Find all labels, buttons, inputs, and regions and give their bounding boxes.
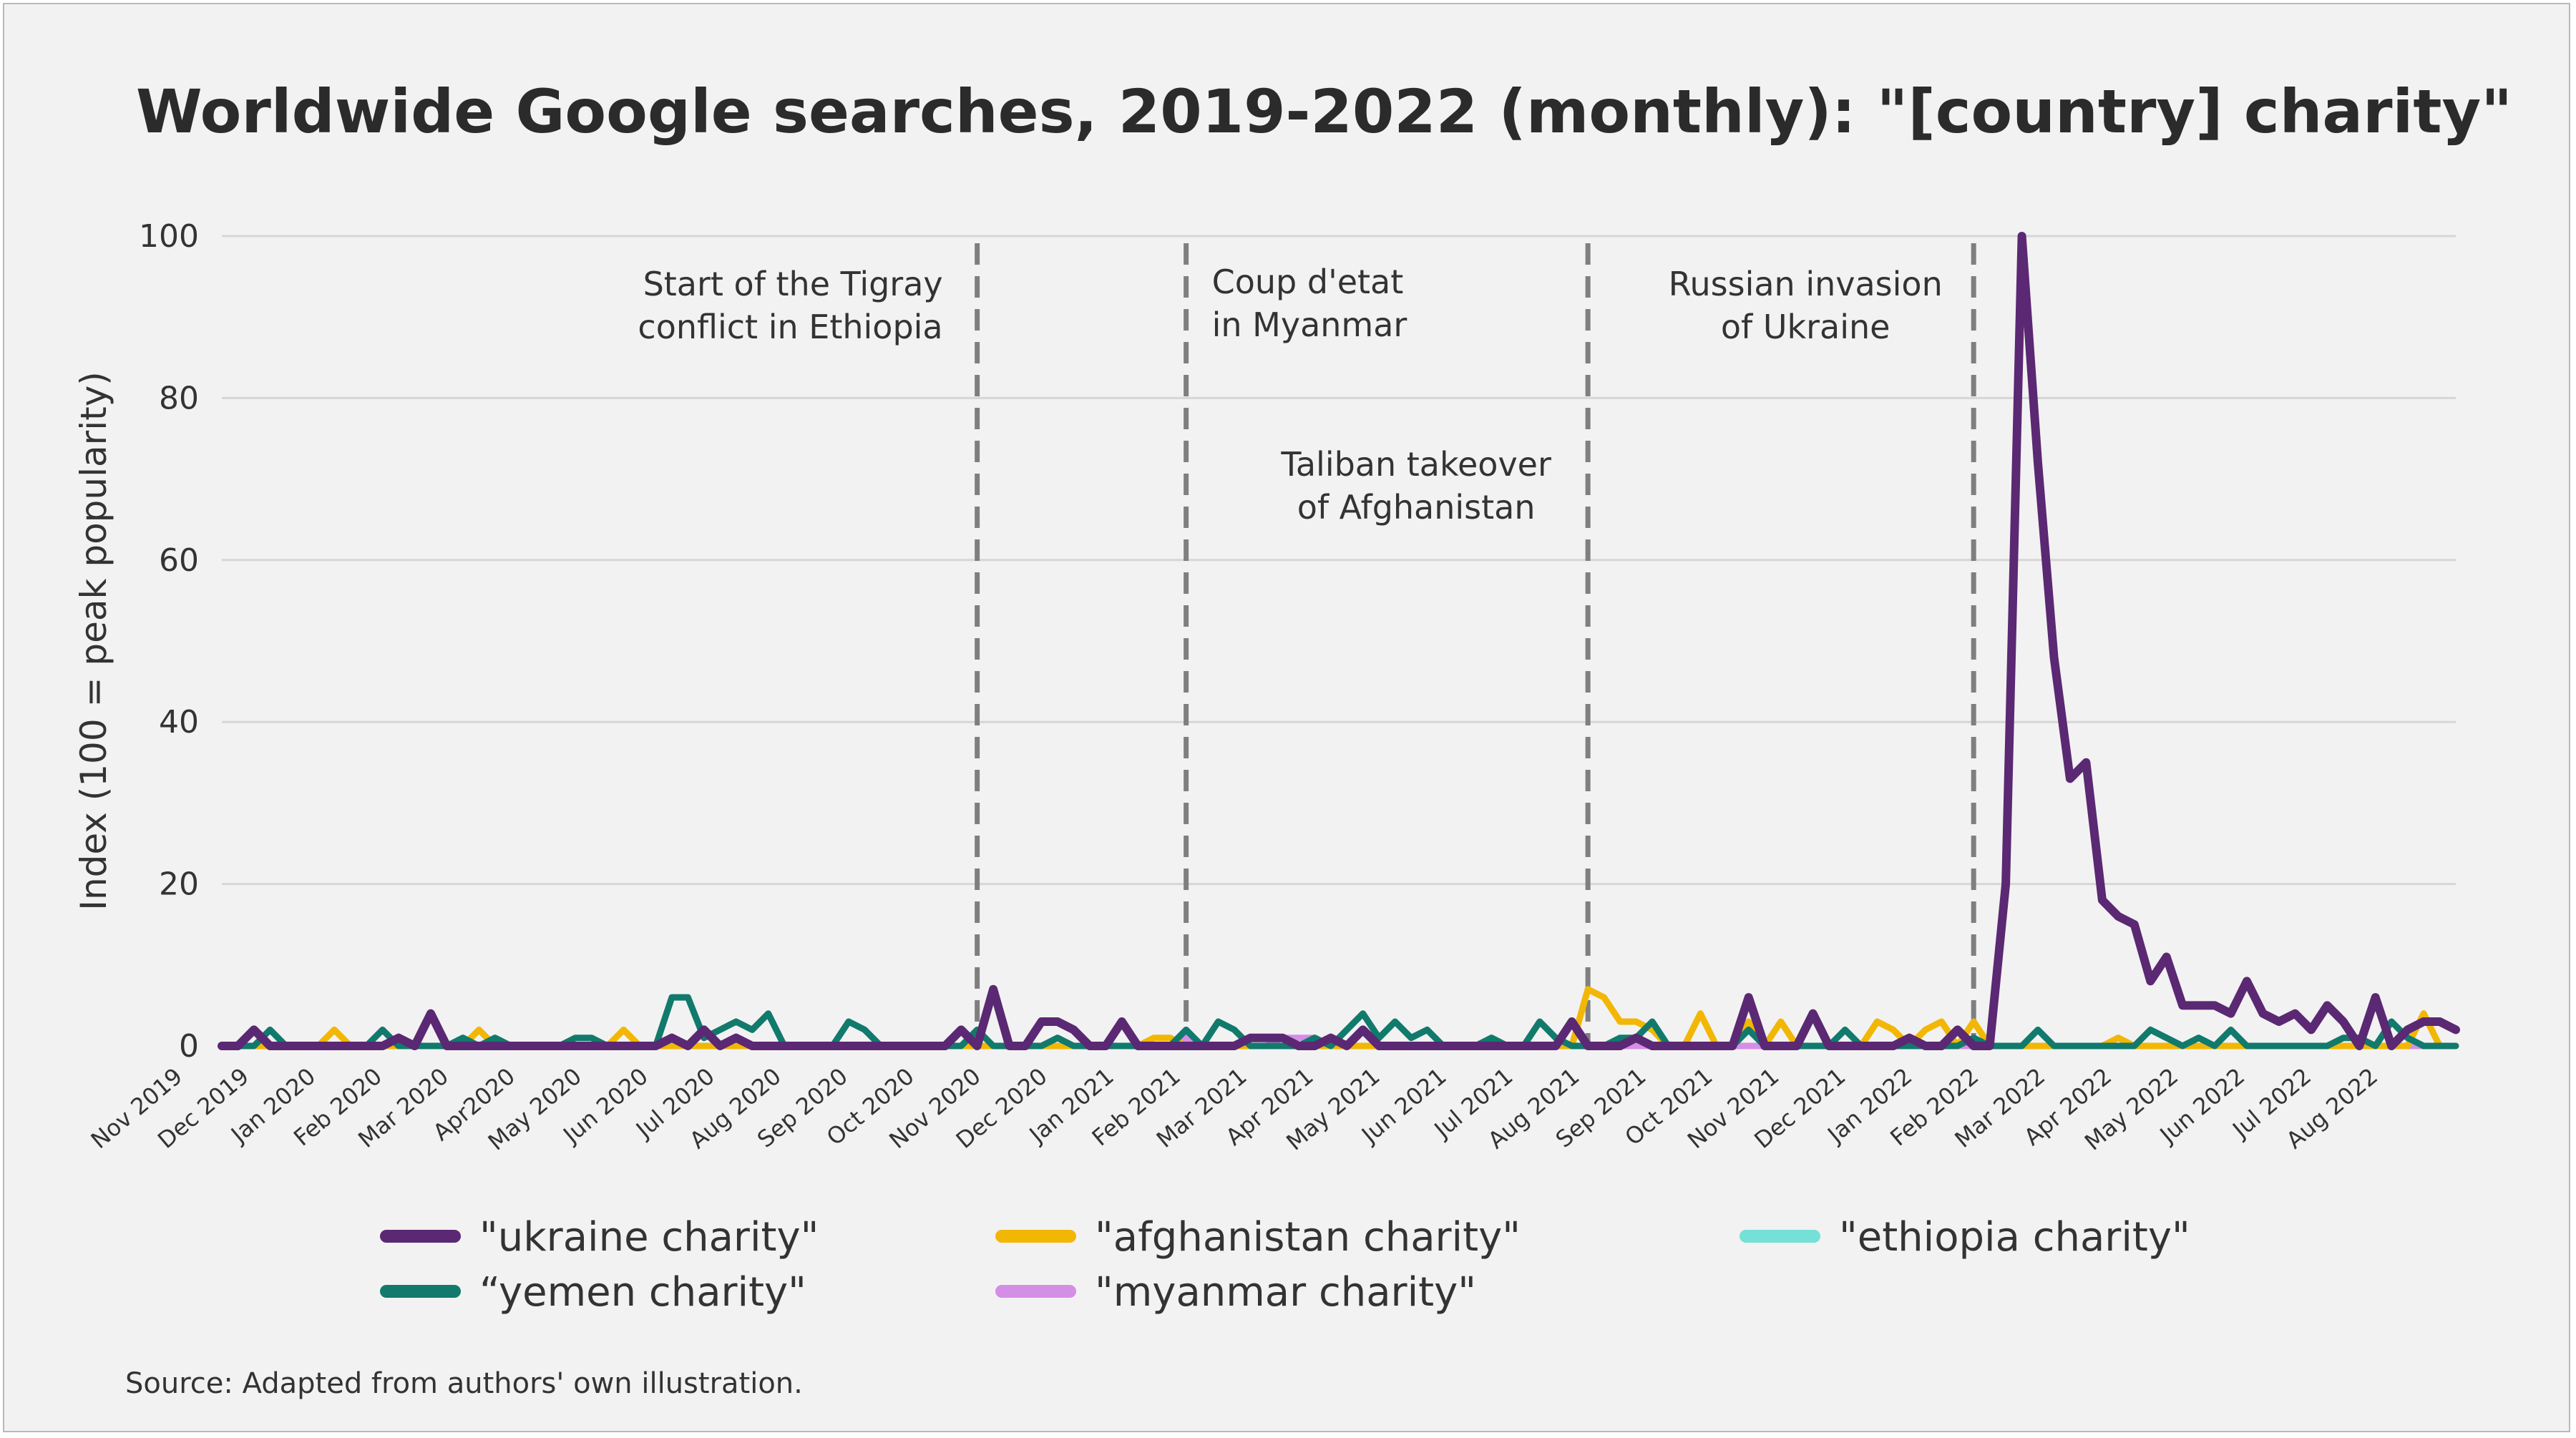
chart-title: Worldwide Google searches, 2019-2022 (mo… [136, 77, 2512, 147]
y-tick-label: 100 [139, 218, 199, 255]
event-markers [975, 243, 1976, 1045]
y-tick-label: 80 [159, 380, 199, 416]
chart-frame [3, 3, 2570, 1432]
legend-label: "afghanistan charity" [1095, 1214, 1521, 1261]
event-annotation: Taliban takeover [1280, 445, 1551, 484]
series-line [218, 232, 2460, 1050]
event-annotation: Russian invasion [1669, 265, 1943, 303]
y-tick-label: 40 [159, 704, 199, 740]
event-annotation: Start of the Tigray [643, 265, 943, 303]
legend-label: “yemen charity" [479, 1269, 806, 1316]
y-tick-label: 60 [159, 542, 199, 579]
y-axis-label: Index (100 = peak popularity) [73, 371, 114, 911]
legend: "ukraine charity" "afghanistan charity" "e… [380, 1214, 2190, 1316]
event-annotation: of Afghanistan [1297, 488, 1536, 527]
legend-label: "myanmar charity" [1095, 1269, 1476, 1316]
legend-label: "ukraine charity" [479, 1214, 819, 1261]
y-tick-label: 0 [179, 1028, 199, 1065]
y-axis-ticks: 0 20 40 60 80 100 [139, 218, 199, 1065]
series-lines [218, 232, 2460, 1050]
y-tick-label: 20 [159, 866, 199, 903]
gridlines [222, 235, 2456, 1047]
event-annotations: Start of the Tigray conflict in Ethiopia C… [638, 263, 1942, 527]
event-annotation: Coup d'etat [1212, 263, 1404, 301]
event-annotation: in Myanmar [1212, 305, 1407, 344]
source-note: Source: Adapted from authors' own illust… [125, 1367, 803, 1400]
event-annotation: of Ukraine [1721, 308, 1890, 346]
event-annotation: conflict in Ethiopia [638, 308, 942, 346]
legend-label: "ethiopia charity" [1839, 1214, 2190, 1261]
